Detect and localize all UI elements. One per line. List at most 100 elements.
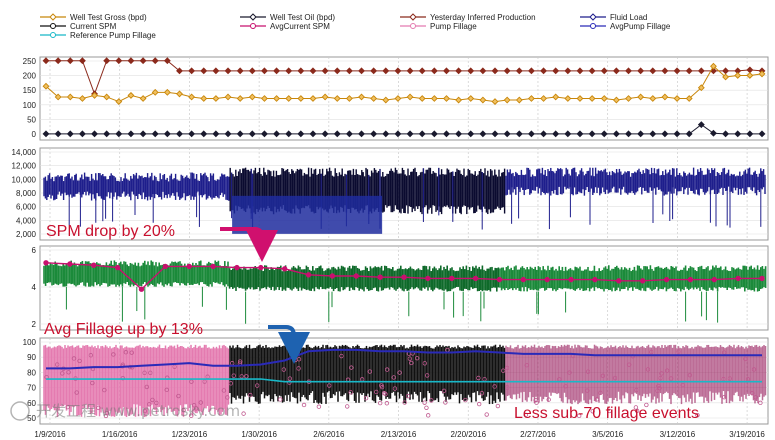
pump-fillage-point xyxy=(381,390,387,396)
series-point xyxy=(612,96,620,104)
pump-fillage-point xyxy=(228,381,234,386)
series-point xyxy=(418,95,426,102)
series-point xyxy=(54,130,62,138)
x-tick-label: 1/23/2016 xyxy=(172,430,208,439)
series-point xyxy=(697,84,705,92)
pump-fillage-point xyxy=(176,393,181,399)
pump-fillage-point xyxy=(142,370,147,376)
series-point xyxy=(649,95,657,102)
series-point xyxy=(176,67,183,75)
y-tick-label: 6 xyxy=(32,246,37,255)
series-point xyxy=(588,95,596,102)
series-point xyxy=(568,276,574,283)
series-point xyxy=(734,72,742,79)
series-point xyxy=(329,273,336,279)
series-point xyxy=(305,272,312,278)
pump-fillage-point xyxy=(379,383,384,388)
series-point xyxy=(382,130,390,138)
pump-fillage-point xyxy=(422,400,427,405)
series-point xyxy=(520,276,527,283)
series-point xyxy=(527,95,535,102)
series-point xyxy=(491,98,499,106)
pump-fillage-point xyxy=(585,369,591,374)
series-point xyxy=(248,93,256,101)
pump-fillage-point xyxy=(505,385,510,390)
annotation-sub70: Less sub-70 fillage events xyxy=(514,405,699,422)
pump-fillage-point xyxy=(665,368,670,373)
pump-fillage-point xyxy=(237,359,243,364)
series-point xyxy=(425,275,431,282)
series-point xyxy=(236,130,244,138)
pump-fillage-point xyxy=(60,371,65,376)
series-point xyxy=(370,67,378,75)
series-point xyxy=(576,95,584,102)
series-point xyxy=(685,130,693,138)
pump-fillage-point xyxy=(191,402,197,408)
y-tick-label: 100 xyxy=(23,338,37,347)
x-tick-label: 3/19/2016 xyxy=(729,430,765,439)
legend-label: AvgPump Fillage xyxy=(610,22,671,31)
pump-fillage-point xyxy=(443,400,448,405)
pump-fillage-point xyxy=(55,362,60,367)
pump-fillage-point xyxy=(463,397,468,403)
pump-fillage-point xyxy=(142,408,148,414)
series-point xyxy=(527,67,535,75)
series-point xyxy=(612,67,620,75)
series-point xyxy=(333,95,341,102)
series-point xyxy=(479,130,487,138)
series-point xyxy=(503,130,511,138)
series-point xyxy=(261,67,268,75)
series-point xyxy=(358,93,365,101)
pump-fillage-point xyxy=(476,375,481,381)
pump-fillage-point xyxy=(120,375,125,381)
pump-fillage-point xyxy=(111,352,116,357)
pump-fillage-point xyxy=(594,397,600,402)
series-point xyxy=(503,96,511,104)
series-point xyxy=(358,67,365,75)
series-point xyxy=(151,57,159,65)
series-point xyxy=(273,67,281,75)
pump-fillage-point xyxy=(546,397,551,402)
series-point xyxy=(176,130,183,138)
pump-fillage-point xyxy=(409,360,414,366)
series-point xyxy=(564,130,572,138)
series-point xyxy=(552,130,560,138)
series-point xyxy=(697,121,705,129)
series-point xyxy=(66,57,74,65)
pump-fillage-point xyxy=(687,372,692,378)
dense-bands xyxy=(43,167,767,419)
pump-fillage-point xyxy=(164,387,169,393)
series-point xyxy=(321,93,329,101)
series-point xyxy=(127,57,135,65)
pump-fillage-point xyxy=(225,395,230,400)
series-point xyxy=(297,95,305,102)
series-point xyxy=(139,57,147,65)
series-point xyxy=(377,274,383,280)
series-point xyxy=(138,286,145,292)
series-point xyxy=(479,96,487,104)
series-point xyxy=(345,130,353,138)
y-tick-label: 6,000 xyxy=(16,203,37,212)
series-point xyxy=(78,95,86,102)
series-point xyxy=(210,263,216,270)
pump-fillage-point xyxy=(424,373,430,378)
pump-fillage-point xyxy=(648,349,654,355)
series-point xyxy=(710,129,717,137)
series-point xyxy=(163,57,171,65)
pump-fillage-point xyxy=(751,367,757,372)
series-point xyxy=(163,130,171,138)
pump-fillage-point xyxy=(676,349,681,354)
series-point xyxy=(91,91,98,99)
pump-fillage-point xyxy=(484,412,489,417)
watermark-text: 开发工程 www.petrosky.com xyxy=(36,402,240,420)
x-tick-label: 2/20/2016 xyxy=(450,430,486,439)
series-point xyxy=(333,130,341,138)
pump-fillage-point xyxy=(492,384,497,389)
pump-fillage-point xyxy=(524,362,530,368)
series-point xyxy=(127,91,135,99)
pump-fillage-point xyxy=(657,385,662,391)
y-tick-label: 10,000 xyxy=(12,175,37,184)
pump-fillage-point xyxy=(244,374,249,379)
pump-fillage-point xyxy=(150,397,155,403)
series-point xyxy=(212,95,220,102)
